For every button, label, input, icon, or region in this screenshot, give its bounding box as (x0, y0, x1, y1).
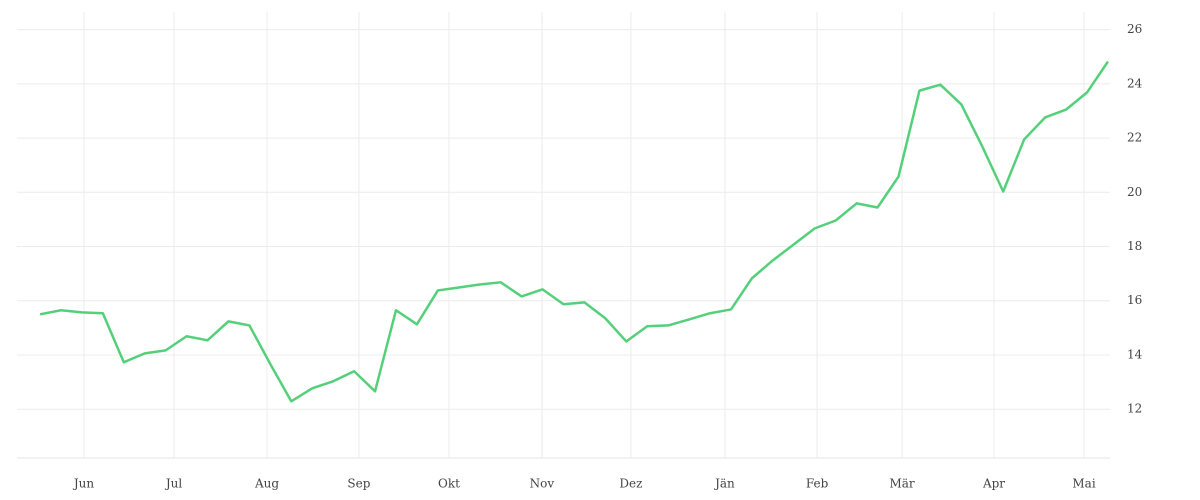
y-tick-label: 18 (1127, 239, 1142, 253)
y-tick-label: 16 (1127, 293, 1142, 307)
x-tick-label: Apr (982, 477, 1005, 491)
y-tick-label: 12 (1127, 402, 1142, 416)
x-tick-label: Feb (806, 477, 829, 491)
x-tick-label: Jän (713, 477, 735, 491)
y-tick-label: 20 (1127, 185, 1142, 199)
x-tick-label: Aug (254, 477, 279, 491)
y-tick-label: 26 (1127, 22, 1142, 36)
x-tick-label: Sep (347, 477, 370, 491)
x-tick-label: Mai (1072, 477, 1095, 491)
x-tick-label: Nov (530, 477, 555, 491)
y-tick-label: 22 (1127, 131, 1142, 145)
x-tick-label: Jun (72, 477, 95, 491)
data-line (39, 60, 1109, 403)
x-tick-label: Jul (164, 477, 183, 491)
x-tick-label: Okt (438, 477, 460, 491)
y-tick-label: 24 (1127, 76, 1143, 90)
y-tick-label: 14 (1127, 347, 1143, 361)
x-tick-label: Dez (619, 477, 642, 491)
x-tick-label: Mär (889, 477, 914, 491)
